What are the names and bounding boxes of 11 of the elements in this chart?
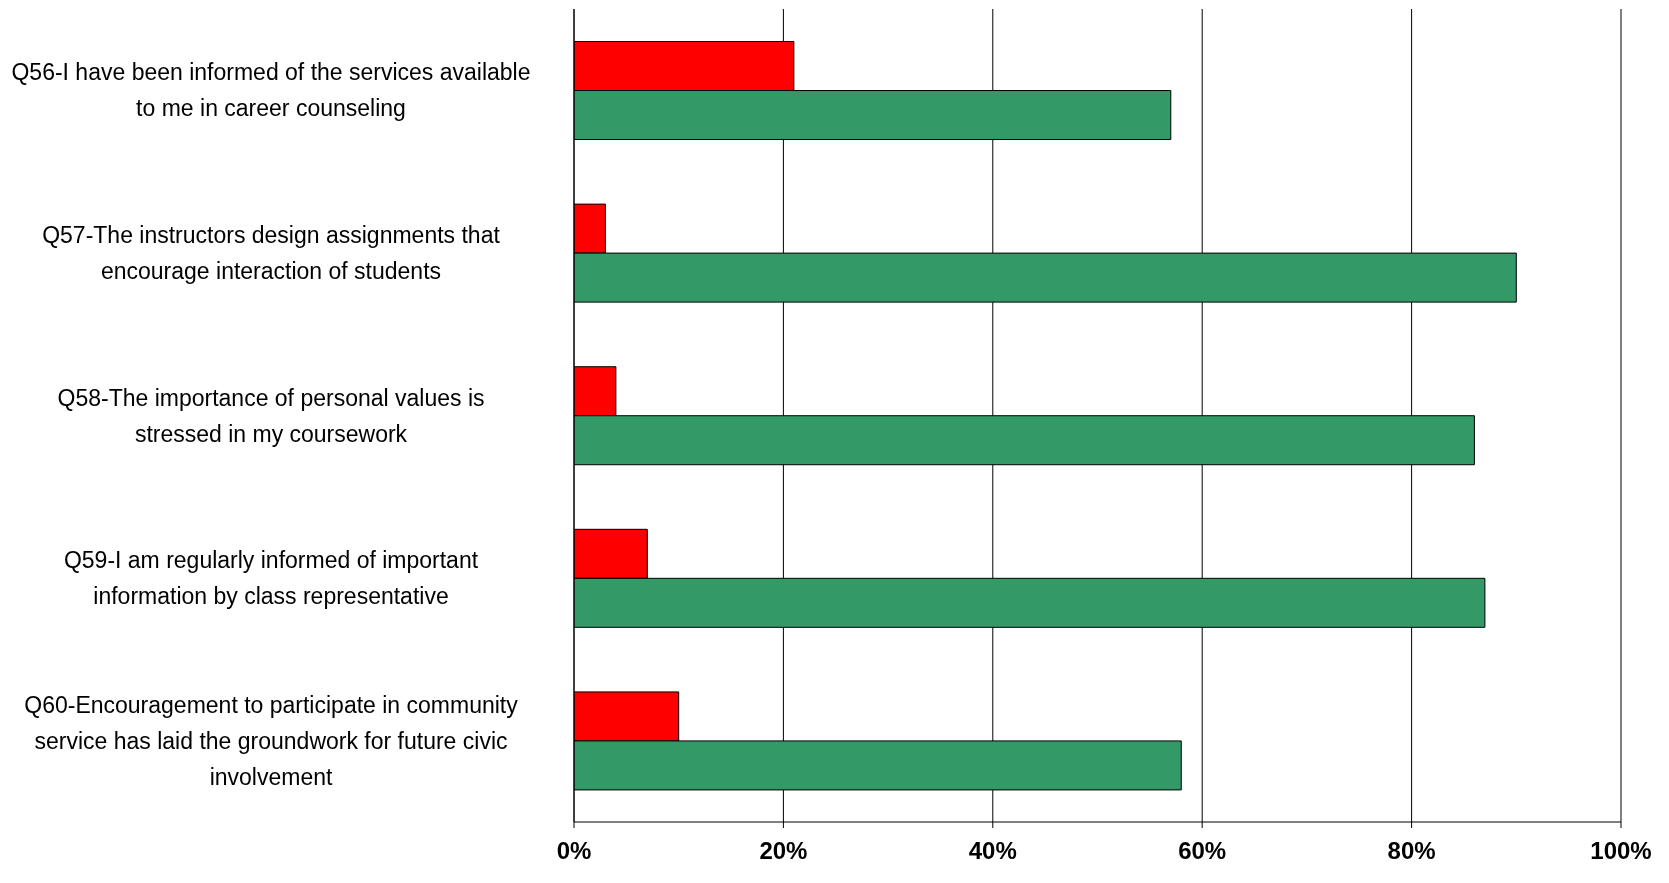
y-tick-label: Q57-The instructors design assignments that encourage interaction of students <box>42 221 501 284</box>
x-tick-label: 40% <box>968 837 1017 865</box>
x-tick-label: 20% <box>759 837 808 865</box>
y-tick-label: Q58-The importance of personal values is stressed in my coursework <box>57 384 485 447</box>
y-tick-label: Q59-I am regularly informed of important information by class representative <box>63 547 479 610</box>
x-tick-label: 60% <box>1178 837 1227 865</box>
y-tick-label: Q56-I have been informed of the services available to me in career counseling <box>11 59 531 122</box>
x-tick-label: 0% <box>556 837 592 865</box>
x-tick-label: 80% <box>1387 837 1436 865</box>
y-tick-label: Q60-Encouragement to participate in community service has laid the groundwork for future civic involvement <box>24 691 519 790</box>
x-tick-label: 100% <box>1590 837 1652 865</box>
